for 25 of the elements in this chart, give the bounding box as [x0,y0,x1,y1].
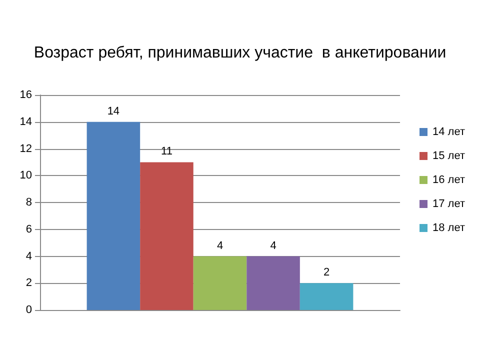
bar [300,283,354,310]
data-label: 2 [323,266,330,279]
legend-label: 17 лет [432,198,466,210]
legend-label: 14 лет [432,126,466,138]
bar [86,122,140,310]
y-tick-label: 6 [26,223,32,236]
y-tick-label: 0 [26,304,32,316]
y-tick-label: 4 [26,250,32,262]
data-label: 4 [216,240,224,252]
bar [140,162,194,310]
y-tick-label: 2 [26,277,32,290]
y-tick-label: 10 [20,170,32,182]
y-tick-label: 12 [20,142,32,155]
bar [193,256,247,310]
legend-label: 15 лет [432,150,466,162]
y-tick-label: 14 [20,116,32,128]
data-label: 14 [107,105,120,118]
bar [246,256,300,310]
data-label: 11 [161,146,172,158]
chart-title: Возраст ребят, принимавших участие в анкетировании [34,44,446,62]
legend-label: 16 лет [432,174,466,186]
y-tick-label: 16 [20,89,32,101]
legend-label: 18 лет [432,222,466,234]
data-label: 4 [270,240,276,252]
y-tick-label: 8 [26,196,32,208]
